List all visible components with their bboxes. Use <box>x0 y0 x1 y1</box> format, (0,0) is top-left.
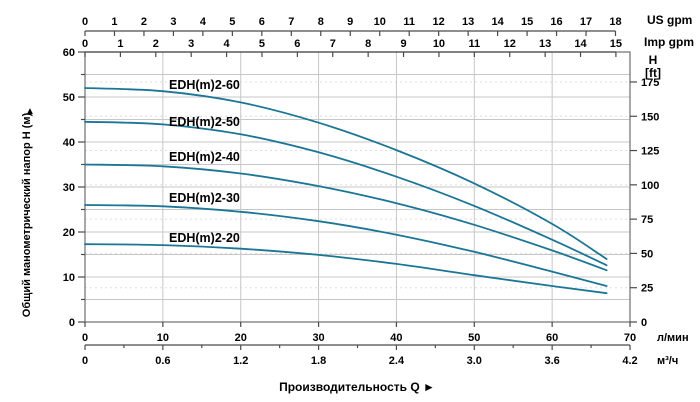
flow-lmin-tick-label: 30 <box>312 332 324 344</box>
head-m-tick-label: 20 <box>63 227 75 239</box>
imp-gpm-tick-label: 4 <box>224 38 231 50</box>
us-gpm-tick-label: 7 <box>288 16 294 28</box>
us-gpm-tick-label: 5 <box>229 16 235 28</box>
us-gpm-tick-label: 2 <box>141 16 147 28</box>
us-gpm-tick-label: 18 <box>609 16 621 28</box>
imp-gpm-tick-label: 10 <box>433 38 445 50</box>
imp-gpm-tick-label: 8 <box>365 38 371 50</box>
flow-lmin-unit-label: л/мин <box>657 332 689 344</box>
us-gpm-tick-label: 11 <box>403 16 415 28</box>
head-m-tick-label: 30 <box>63 182 75 194</box>
us-gpm-tick-label: 1 <box>111 16 117 28</box>
us-gpm-tick-label: 10 <box>374 16 386 28</box>
head-axis-title: Общий манометрический напор H (м) <box>21 112 33 317</box>
flow-m3h-tick-label: 3.0 <box>467 355 482 367</box>
head-ft-tick-label: 150 <box>641 111 659 123</box>
us-gpm-unit-label: US gpm <box>647 13 692 27</box>
curve-edh-m-2-60 <box>84 87 608 260</box>
flow-lmin-tick-label: 20 <box>235 332 247 344</box>
head-ft-tick-label: 175 <box>641 77 659 89</box>
flow-m3h-unit-label: м³/ч <box>657 355 678 367</box>
curve-label: EDH(m)2-30 <box>169 191 240 205</box>
curve-label: EDH(m)2-50 <box>169 115 240 129</box>
flow-lmin-tick-label: 40 <box>390 332 402 344</box>
head-m-tick-label: 60 <box>63 47 75 59</box>
imp-gpm-tick-label: 2 <box>153 38 159 50</box>
us-gpm-tick-label: 13 <box>462 16 474 28</box>
head-m-tick-label: 40 <box>63 137 75 149</box>
curve-edh-m-2-30 <box>84 204 608 287</box>
us-gpm-tick-label: 14 <box>491 16 504 28</box>
head-ft-title: H <box>649 53 658 67</box>
curve-edh-m-2-40 <box>84 163 608 272</box>
flow-m3h-tick-label: 1.8 <box>311 355 326 367</box>
flow-m3h-tick-label: 0.6 <box>155 355 170 367</box>
us-gpm-tick-label: 8 <box>318 16 324 28</box>
us-gpm-tick-label: 6 <box>259 16 265 28</box>
imp-gpm-tick-label: 3 <box>188 38 194 50</box>
head-m-tick-label: 0 <box>69 317 75 329</box>
flow-m3h-tick-label: 0 <box>82 355 88 367</box>
imp-gpm-tick-label: 6 <box>294 38 300 50</box>
flow-m3h-tick-label: 1.2 <box>233 355 248 367</box>
flow-m3h-tick-label: 3.6 <box>544 355 559 367</box>
us-gpm-tick-label: 12 <box>433 16 445 28</box>
curve-edh-m-2-50 <box>84 120 608 267</box>
head-m-tick-label: 50 <box>63 92 75 104</box>
head-ft-tick-label: 125 <box>641 146 659 158</box>
flow-lmin-tick-label: 10 <box>157 332 169 344</box>
us-gpm-tick-label: 9 <box>347 16 353 28</box>
imp-gpm-tick-label: 13 <box>539 38 551 50</box>
flow-lmin-tick-label: 60 <box>546 332 558 344</box>
imp-gpm-tick-label: 1 <box>117 38 123 50</box>
imp-gpm-unit-label: Imp gpm <box>644 35 694 49</box>
imp-gpm-tick-label: 12 <box>504 38 516 50</box>
flow-lmin-tick-label: 70 <box>624 332 636 344</box>
imp-gpm-tick-label: 14 <box>574 38 587 50</box>
imp-gpm-tick-label: 9 <box>400 38 406 50</box>
imp-gpm-tick-label: 5 <box>259 38 265 50</box>
us-gpm-tick-label: 17 <box>580 16 592 28</box>
imp-gpm-tick-label: 11 <box>469 38 481 50</box>
head-ft-tick-label: 0 <box>641 317 647 329</box>
imp-gpm-tick-label: 15 <box>610 38 622 50</box>
up-arrow-icon: ▲ <box>25 106 35 117</box>
flow-lmin-tick-label: 0 <box>82 332 88 344</box>
flow-m3h-tick-label: 2.4 <box>389 355 405 367</box>
head-ft-tick-label: 75 <box>641 214 653 226</box>
us-gpm-tick-label: 0 <box>82 16 88 28</box>
curve-label: EDH(m)2-60 <box>169 78 240 92</box>
head-ft-unit-label: [ft] <box>645 66 661 80</box>
head-ft-tick-label: 50 <box>641 248 653 260</box>
us-gpm-tick-label: 4 <box>200 16 207 28</box>
curve-label: EDH(m)2-40 <box>169 150 240 164</box>
us-gpm-tick-label: 16 <box>550 16 562 28</box>
head-m-tick-label: 10 <box>63 272 75 284</box>
imp-gpm-tick-label: 7 <box>330 38 336 50</box>
curve-label: EDH(m)2-20 <box>169 231 240 245</box>
curve-edh-m-2-20 <box>84 243 608 295</box>
head-ft-tick-label: 25 <box>641 283 653 295</box>
head-ft-tick-label: 100 <box>641 180 659 192</box>
us-gpm-tick-label: 3 <box>170 16 176 28</box>
flow-lmin-tick-label: 50 <box>468 332 480 344</box>
us-gpm-tick-label: 15 <box>521 16 533 28</box>
imp-gpm-tick-label: 0 <box>82 38 88 50</box>
flow-axis-title: Производительность Q ► <box>279 380 435 394</box>
flow-m3h-tick-label: 4.2 <box>622 355 637 367</box>
